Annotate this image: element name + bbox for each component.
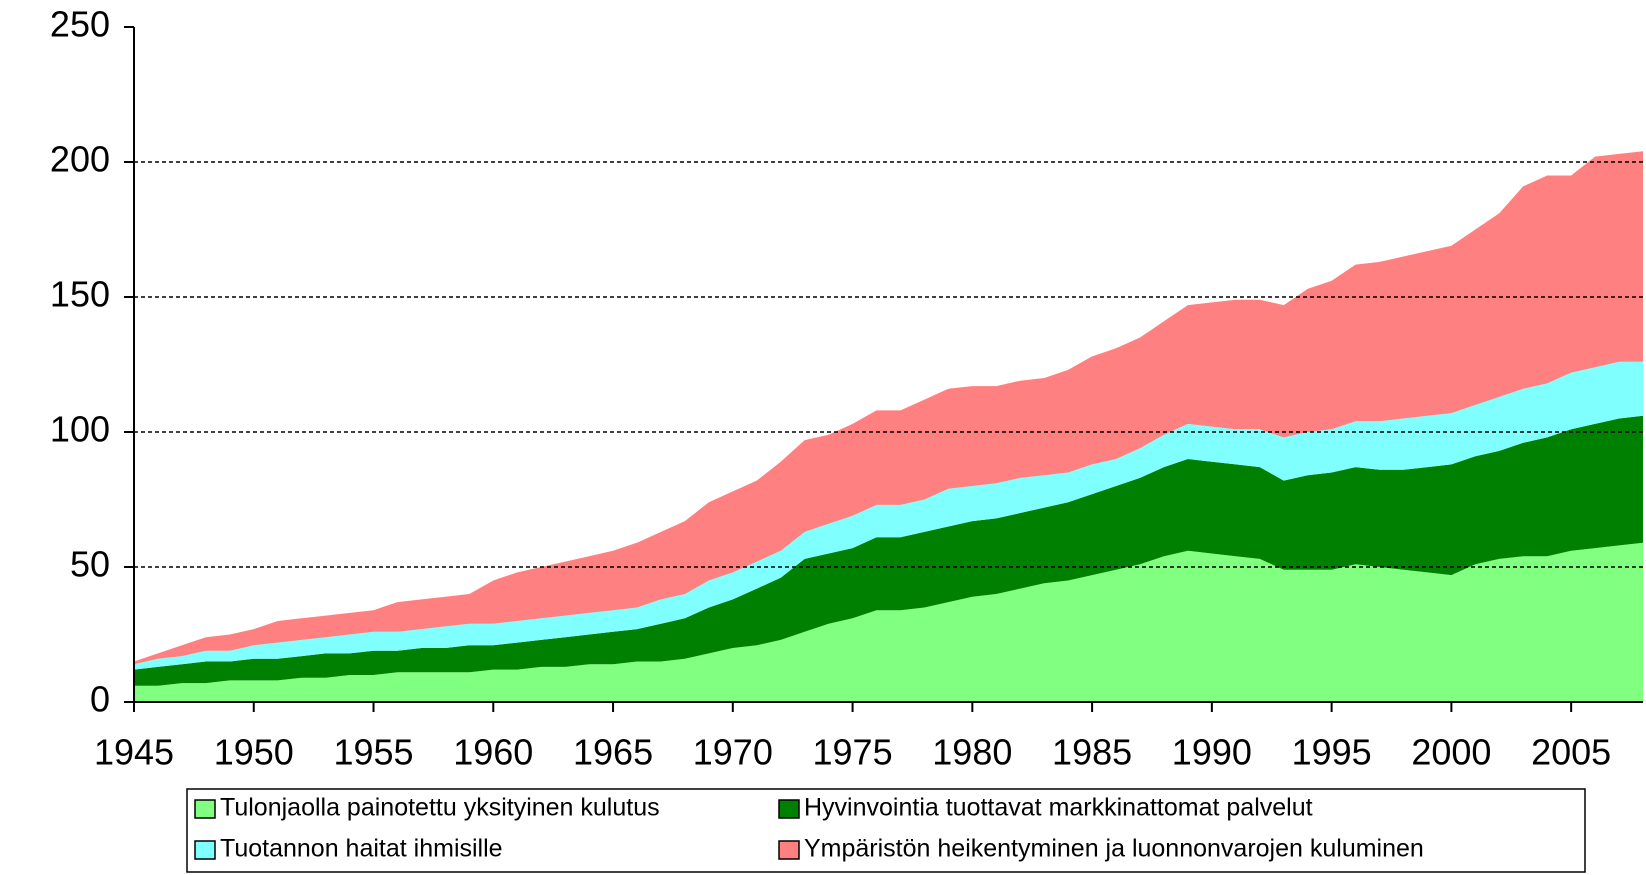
x-tick-label: 1980 [932,732,1012,773]
y-tick-label: 0 [90,679,110,720]
x-tick-label: 1955 [333,732,413,773]
legend-swatch [778,799,800,819]
area [134,151,1643,665]
x-tick-label: 2005 [1531,732,1611,773]
y-tick-label: 150 [50,274,110,315]
y-tick-label: 200 [50,139,110,180]
y-tick-label: 250 [50,4,110,45]
x-tick-label: 1970 [693,732,773,773]
y-tick-label: 50 [70,544,110,585]
x-tick-label: 1960 [453,732,533,773]
x-tick-label: 1975 [813,732,893,773]
legend-swatch [194,799,216,819]
area [134,361,1643,670]
y-tick-label: 100 [50,409,110,450]
x-tick-label: 2000 [1411,732,1491,773]
legend-swatch [778,840,800,860]
x-tick-label: 1950 [214,732,294,773]
legend-label: Tulonjaolla painotettu yksityinen kulutu… [220,794,660,822]
area [134,542,1643,702]
legend-label: Ympäristön heikentyminen ja luonnonvaroj… [804,835,1424,863]
x-tick-label: 1990 [1172,732,1252,773]
legend-label: Tuotannon haitat ihmisille [220,835,503,863]
area [134,415,1643,686]
x-tick-label: 1965 [573,732,653,773]
x-tick-label: 1995 [1292,732,1372,773]
x-tick-label: 1945 [94,732,174,773]
x-tick-label: 1985 [1052,732,1132,773]
legend-box [186,788,1586,873]
legend-label: Hyvinvointia tuottavat markkinattomat pa… [804,794,1313,822]
legend-swatch [194,840,216,860]
